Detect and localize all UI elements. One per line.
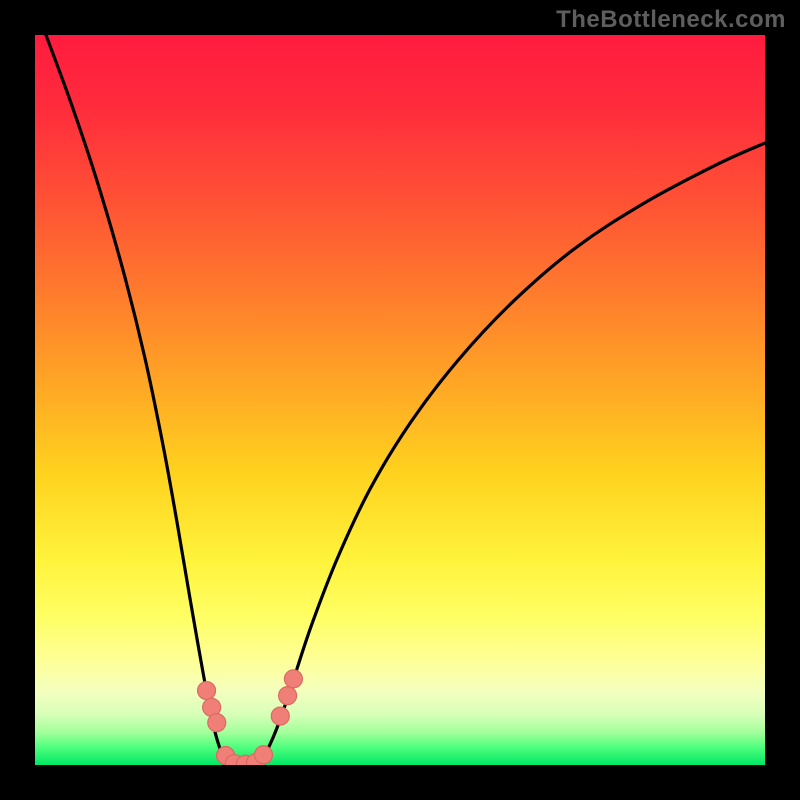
- watermark-text: TheBottleneck.com: [556, 6, 786, 34]
- chart-container: TheBottleneck.com: [0, 0, 800, 800]
- curve-marker: [279, 687, 297, 705]
- curve-markers: [198, 670, 303, 773]
- v-curve-path: [46, 35, 765, 765]
- curve-svg: [0, 0, 800, 800]
- curve-marker: [284, 670, 302, 688]
- curve-marker: [198, 682, 216, 700]
- curve-marker: [208, 714, 226, 732]
- curve-marker: [254, 746, 272, 764]
- curve-marker: [271, 707, 289, 725]
